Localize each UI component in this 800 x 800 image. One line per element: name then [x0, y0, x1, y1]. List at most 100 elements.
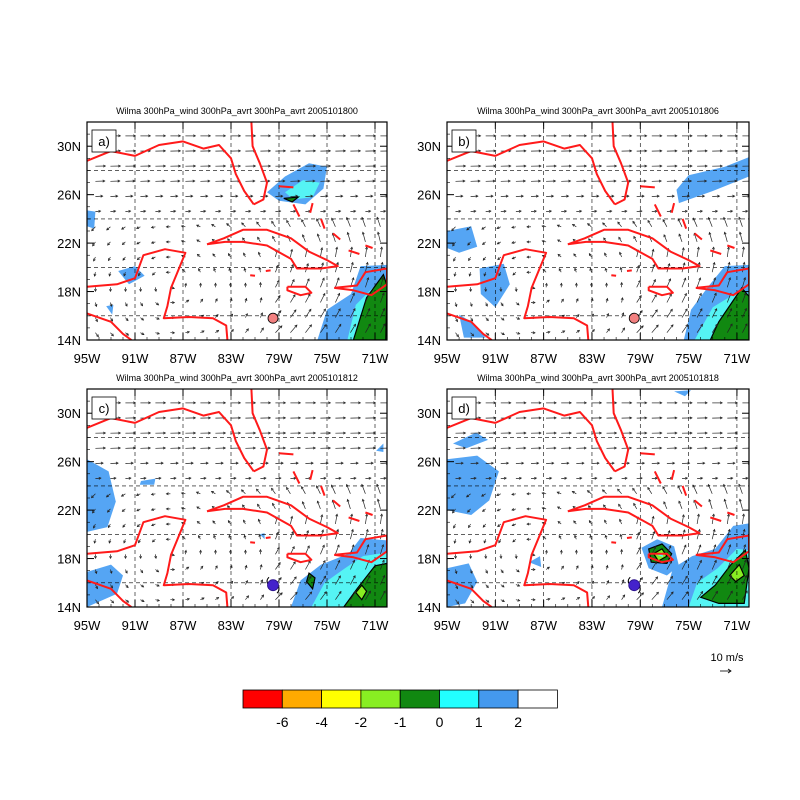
- wind-vector-head: [291, 530, 294, 534]
- wind-vector: [696, 544, 701, 555]
- wind-vector-head: [222, 446, 227, 450]
- wind-vector: [647, 487, 653, 494]
- wind-vector: [380, 514, 383, 525]
- wind-vector-head: [732, 461, 736, 465]
- wind-vector: [290, 249, 293, 258]
- wind-vector: [92, 508, 96, 514]
- wind-vector-head: [109, 303, 113, 307]
- wind-vector-head: [180, 491, 184, 495]
- wind-vector: [271, 221, 276, 227]
- wind-vector-head: [704, 134, 708, 138]
- wind-vector-head: [583, 179, 587, 183]
- wind-vector-head: [253, 164, 257, 168]
- wind-vector-head: [624, 476, 628, 480]
- wind-vector-head: [282, 179, 286, 183]
- wind-vector-head: [242, 504, 245, 508]
- coastline: [681, 485, 688, 496]
- wind-vector: [470, 210, 476, 212]
- wind-vector-head: [548, 209, 553, 213]
- wind-vector-head: [117, 179, 121, 183]
- wind-vector-head: [253, 134, 257, 138]
- wind-vector: [290, 309, 297, 318]
- wind-vector: [290, 324, 298, 333]
- wind-vector-head: [469, 289, 473, 293]
- coastline: [87, 407, 255, 472]
- wind-vector-head: [684, 308, 688, 312]
- wind-vector-head: [229, 549, 232, 553]
- wind-vector: [617, 221, 622, 228]
- wind-vector-head: [195, 491, 199, 495]
- wind-vector-head: [729, 307, 733, 312]
- wind-vector: [697, 210, 703, 212]
- wind-vector: [587, 490, 592, 495]
- wind-vector-head: [150, 225, 154, 229]
- wind-vector-head: [193, 134, 197, 138]
- wind-vector: [681, 544, 687, 555]
- lon-tick-label: 75W: [675, 618, 702, 633]
- wind-vector-head: [95, 586, 98, 590]
- wind-vector-head: [541, 224, 545, 228]
- wind-vector-head: [148, 431, 152, 435]
- wind-vector-head: [621, 312, 625, 316]
- wind-vector-head: [335, 513, 339, 517]
- wind-vector-head: [358, 149, 362, 153]
- wind-vector: [305, 591, 312, 600]
- wind-vector-head: [336, 544, 340, 548]
- wind-vector-head: [659, 164, 663, 168]
- wind-vector-head: [156, 302, 160, 306]
- wind-vector-head: [556, 506, 560, 510]
- wind-vector-head: [96, 334, 99, 338]
- wind-vector-head: [719, 149, 723, 153]
- wind-vector-head: [313, 134, 317, 138]
- wind-vector-head: [596, 194, 600, 198]
- wind-vector-head: [713, 544, 717, 548]
- wind-vector-head: [370, 194, 374, 198]
- wind-vector: [380, 590, 386, 600]
- wind-vector: [739, 499, 743, 509]
- wind-vector-head: [455, 586, 458, 590]
- wind-vector-head: [156, 331, 161, 335]
- lon-tick-label: 95W: [434, 618, 461, 633]
- wind-vector-head: [738, 216, 742, 220]
- wind-vector-head: [321, 277, 325, 281]
- lon-tick-label: 79W: [627, 351, 654, 366]
- wind-vector: [380, 247, 383, 258]
- wind-vector: [335, 591, 342, 600]
- wind-vector-head: [336, 528, 339, 532]
- wind-vector-head: [619, 251, 622, 255]
- wind-vector: [696, 277, 701, 288]
- wind-vector-head: [467, 509, 471, 513]
- wind-vector-head: [685, 324, 689, 327]
- wind-vector-head: [193, 401, 197, 405]
- wind-vector-head: [147, 446, 152, 450]
- wind-vector: [365, 308, 371, 318]
- wind-vector: [91, 493, 96, 498]
- wind-vector-head: [310, 461, 314, 465]
- wind-vector: [275, 532, 279, 540]
- wind-vector-head: [629, 416, 633, 420]
- wind-vector-head: [742, 513, 745, 517]
- wind-vector-head: [309, 591, 313, 595]
- wind-vector: [726, 529, 730, 540]
- wind-vector-head: [215, 581, 219, 585]
- wind-vector-head: [151, 523, 155, 527]
- wind-vector-head: [604, 267, 608, 271]
- wind-vector-head: [373, 164, 377, 168]
- wind-vector-head: [606, 313, 609, 317]
- lon-tick-label: 91W: [482, 618, 509, 633]
- wind-vector-head: [193, 431, 197, 435]
- wind-vector-head: [343, 164, 347, 168]
- wind-vector-head: [532, 598, 536, 602]
- wind-vector: [290, 576, 297, 585]
- wind-vector-head: [245, 313, 248, 317]
- wind-vector-head: [298, 416, 302, 420]
- wind-vector-head: [156, 569, 160, 573]
- wind-vector-head: [496, 508, 500, 512]
- wind-vector-head: [603, 504, 606, 508]
- wind-vector-head: [282, 446, 287, 450]
- wind-vector: [91, 226, 96, 231]
- wind-vector-head: [178, 416, 182, 420]
- wind-vector-head: [559, 549, 563, 553]
- wind-vector-head: [501, 599, 505, 602]
- wind-vector-head: [629, 446, 633, 450]
